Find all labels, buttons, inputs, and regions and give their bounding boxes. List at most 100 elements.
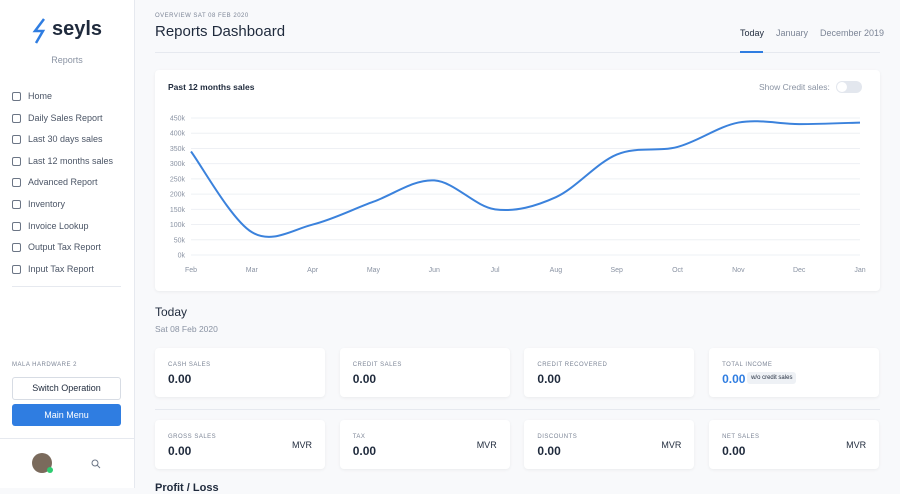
tab[interactable]: Today: [740, 28, 765, 38]
toggle-knob: [837, 82, 847, 92]
nav-icon: [12, 178, 21, 188]
nav-icon: [12, 264, 21, 274]
nav-item[interactable]: Last 30 days sales: [0, 133, 134, 147]
y-tick-label: 250k: [170, 176, 186, 183]
nav-icon: [12, 221, 21, 231]
stat-value: 0.00: [352, 444, 377, 458]
nav-item[interactable]: Daily Sales Report: [0, 112, 134, 126]
y-tick-label: 400k: [170, 131, 186, 138]
nav-icon: [12, 135, 21, 145]
status-dot: [47, 467, 53, 473]
stat-card: CREDIT RECOVERED 0.00: [524, 348, 695, 397]
nav-label: Invoice Lookup: [28, 220, 89, 231]
switch-label: Switch Operation: [32, 383, 101, 393]
stat-label: CASH SALES: [168, 362, 211, 368]
tab[interactable]: January: [776, 28, 809, 38]
x-tick-label: Jul: [491, 267, 500, 274]
switch-button[interactable]: Switch Operation: [12, 377, 121, 400]
nav-label: Inventory: [28, 199, 66, 209]
nav-item[interactable]: Inventory: [0, 198, 134, 212]
stat-label: CREDIT RECOVERED: [537, 362, 608, 368]
stat-card: DISCOUNTS 0.00 MVR: [524, 420, 695, 469]
x-tick-label: Sep: [610, 267, 623, 274]
stat-label: GROSS SALES: [168, 434, 217, 440]
section-date: Sat 08 Feb 2020: [155, 324, 218, 334]
x-tick-label: Dec: [793, 267, 806, 274]
stat-value: 0.00: [537, 372, 561, 386]
company: MALA HARDWARE 2: [12, 362, 77, 368]
y-tick-label: 450k: [170, 116, 186, 123]
y-tick-label: 350k: [170, 146, 186, 153]
stat-card: CASH SALES 0.00: [155, 348, 325, 397]
nav-icon: [12, 92, 21, 101]
nav-item[interactable]: Advanced Report: [0, 176, 134, 190]
logo: seyls: [52, 18, 103, 40]
x-tick-label: Apr: [307, 267, 319, 274]
stat-card: TOTAL INCOME 0.00 w/o credit sales: [709, 348, 880, 397]
header-divider: [155, 52, 880, 53]
nav-icon: [12, 243, 21, 253]
stat-card: CREDIT SALES 0.00: [339, 348, 510, 397]
stat-card: NET SALES 0.00 MVR: [709, 420, 880, 469]
x-tick-label: Jan: [854, 267, 865, 274]
stat-value: 0.00: [352, 372, 377, 386]
stat-value: 0.00: [722, 444, 746, 458]
x-tick-label: May: [367, 267, 381, 274]
nav-label: Home: [28, 91, 53, 101]
nav-item[interactable]: Output Tax Report: [0, 241, 134, 255]
sidebar-subtitle: Reports: [51, 55, 83, 65]
chart: 0k 50k 100k 150k 200k 250k 300k 350k 400k 450k Feb…: [170, 116, 866, 275]
toggle-label: Show Credit sales:: [759, 82, 830, 92]
tab[interactable]: December 2019: [820, 28, 885, 38]
divider: [155, 409, 880, 410]
credit-toggle[interactable]: [836, 81, 862, 93]
stat-value: 0.00: [537, 444, 561, 458]
y-tick-label: 0k: [178, 253, 186, 260]
stat-unit: MVR: [661, 440, 682, 450]
nav-label: Daily Sales Report: [28, 112, 103, 123]
chart-card: Past 12 months sales Show Credit sales: …: [155, 70, 880, 291]
logo-icon: [32, 18, 46, 44]
y-tick-label: 100k: [170, 222, 186, 229]
x-tick-label: Aug: [550, 267, 563, 274]
nav-icon: [12, 156, 21, 166]
next-section-title: Profit / Loss: [155, 482, 219, 494]
nav-icon: [12, 200, 21, 209]
sidebar: seyls Reports MALA HARDWARE 2 Switch Ope…: [0, 0, 135, 488]
chart-title: Past 12 months sales: [168, 82, 255, 92]
stat-unit: MVR: [846, 440, 867, 450]
sales-line: [190, 120, 861, 238]
x-tick-label: Jun: [429, 267, 440, 274]
x-tick-label: Mar: [246, 267, 259, 274]
stat-label: TOTAL INCOME: [722, 362, 773, 368]
stat-card: TAX 0.00 MVR: [339, 420, 510, 469]
stat-unit: MVR: [476, 440, 497, 450]
nav-item[interactable]: Last 12 months sales: [0, 155, 134, 169]
nav-item[interactable]: Input Tax Report: [0, 263, 134, 277]
menu-label: Main Menu: [44, 410, 89, 420]
stat-label: NET SALES: [722, 434, 760, 440]
divider: [12, 286, 121, 287]
tab-indicator: [740, 51, 763, 53]
x-tick-label: Nov: [732, 267, 745, 274]
y-tick-label: 50k: [174, 237, 186, 244]
x-tick-label: Feb: [185, 267, 197, 274]
stat-unit: MVR: [292, 440, 312, 450]
stat-value: 0.00: [168, 444, 192, 458]
search-icon[interactable]: [91, 459, 101, 469]
stat-label: DISCOUNTS: [537, 434, 578, 440]
stat-badge: w/o credit sales: [747, 372, 797, 384]
menu-button[interactable]: Main Menu: [12, 404, 121, 426]
y-tick-label: 300k: [170, 161, 186, 168]
nav-item[interactable]: Invoice Lookup: [0, 220, 134, 234]
section-title: Today: [155, 305, 188, 319]
y-tick-label: 150k: [170, 207, 186, 214]
nav-label: Advanced Report: [28, 177, 98, 188]
stat-value: 0.00: [722, 372, 746, 386]
nav-label: Last 12 months sales: [28, 155, 114, 166]
nav-item[interactable]: Home: [0, 90, 134, 104]
nav-label: Input Tax Report: [28, 263, 94, 274]
nav-label: Last 30 days sales: [28, 134, 103, 145]
nav-label: Output Tax Report: [28, 242, 101, 253]
